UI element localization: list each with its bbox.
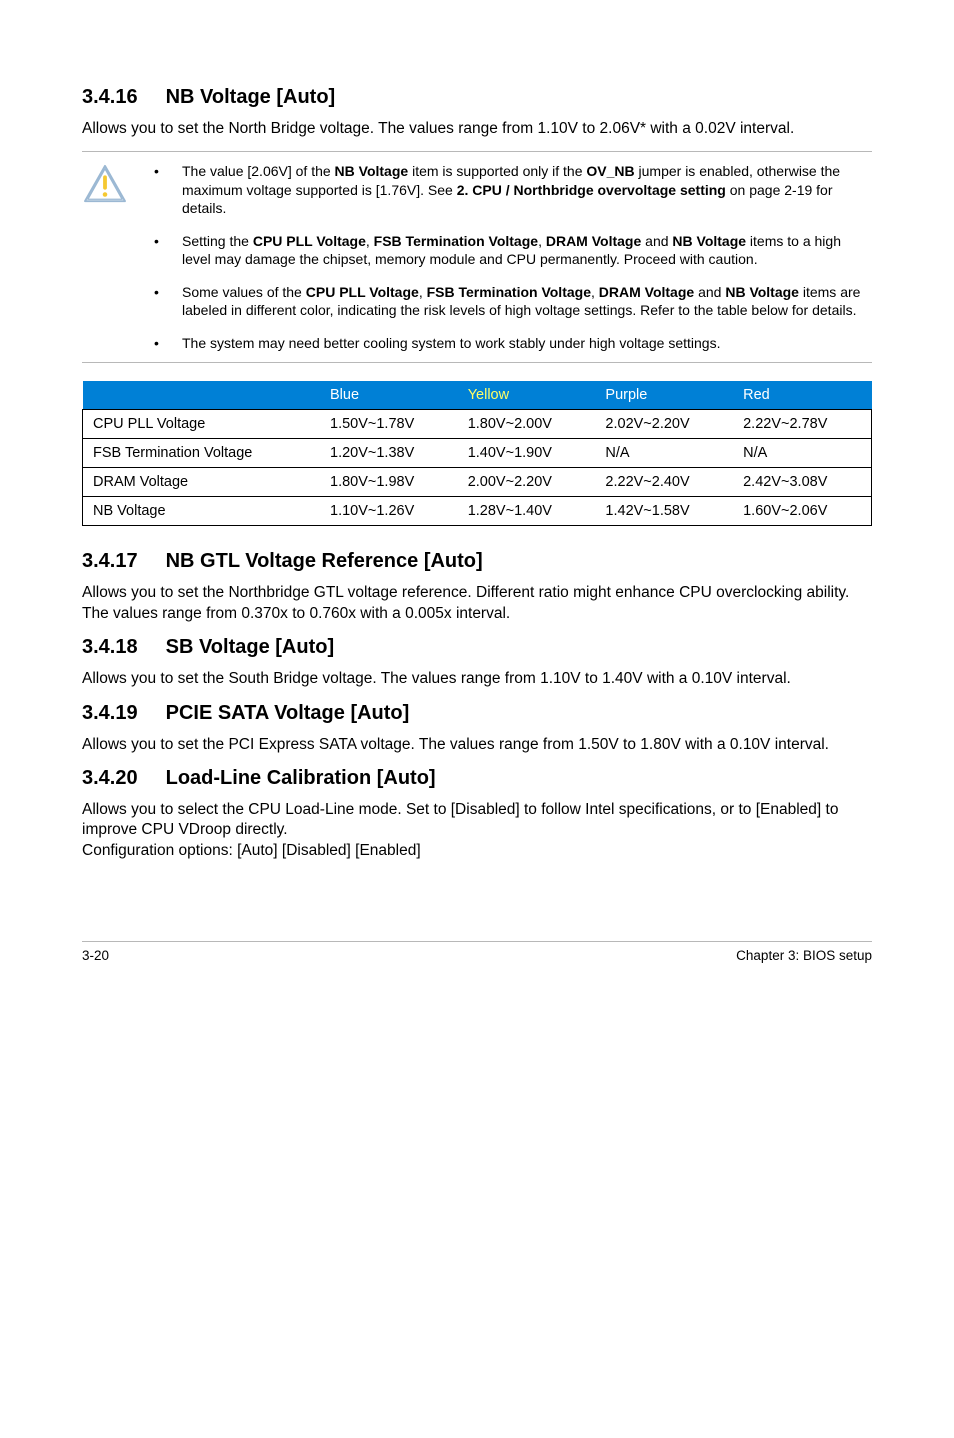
- table-row: NB Voltage 1.10V~1.26V 1.28V~1.40V 1.42V…: [83, 497, 872, 526]
- caution-bullet: • The system may need better cooling sys…: [154, 334, 872, 352]
- table-cell: 1.10V~1.26V: [320, 497, 458, 526]
- section-heading: 3.4.16 NB Voltage [Auto]: [82, 86, 872, 109]
- section-body: Allows you to set the South Bridge volta…: [82, 669, 872, 689]
- bullet-marker: •: [154, 283, 182, 320]
- caution-icon: [82, 162, 154, 352]
- bullet-marker: •: [154, 334, 182, 352]
- caution-bullet: • The value [2.06V] of the NB Voltage it…: [154, 162, 872, 217]
- table-row: CPU PLL Voltage 1.50V~1.78V 1.80V~2.00V …: [83, 410, 872, 439]
- section-heading: 3.4.20 Load-Line Calibration [Auto]: [82, 767, 872, 790]
- table-cell: 1.20V~1.38V: [320, 439, 458, 468]
- section-number: 3.4.18: [82, 636, 138, 659]
- row-label: CPU PLL Voltage: [83, 410, 321, 439]
- bullet-text: Some values of the CPU PLL Voltage, FSB …: [182, 283, 872, 320]
- section-number: 3.4.20: [82, 767, 138, 790]
- table-header: Blue: [320, 381, 458, 410]
- section-title-text: Load-Line Calibration [Auto]: [166, 767, 436, 789]
- table-cell: 2.00V~2.20V: [458, 468, 596, 497]
- table-row: FSB Termination Voltage 1.20V~1.38V 1.40…: [83, 439, 872, 468]
- table-cell: 1.40V~1.90V: [458, 439, 596, 468]
- bullet-marker: •: [154, 162, 182, 217]
- table-header-empty: [83, 381, 321, 410]
- table-cell: 1.28V~1.40V: [458, 497, 596, 526]
- table-header: Yellow: [458, 381, 596, 410]
- table-cell: 1.60V~2.06V: [733, 497, 871, 526]
- section-heading: 3.4.19 PCIE SATA Voltage [Auto]: [82, 702, 872, 725]
- table-cell: N/A: [733, 439, 871, 468]
- section-title-text: PCIE SATA Voltage [Auto]: [166, 702, 410, 724]
- caution-bullet: • Some values of the CPU PLL Voltage, FS…: [154, 283, 872, 320]
- table-cell: 2.22V~2.78V: [733, 410, 871, 439]
- section-body: Allows you to set the PCI Express SATA v…: [82, 735, 872, 755]
- bullet-text: The value [2.06V] of the NB Voltage item…: [182, 162, 872, 217]
- row-label: DRAM Voltage: [83, 468, 321, 497]
- section-body: Allows you to set the North Bridge volta…: [82, 119, 872, 139]
- footer-page-number: 3-20: [82, 948, 109, 963]
- section-title-text: SB Voltage [Auto]: [166, 636, 335, 658]
- section-title-text: NB Voltage [Auto]: [166, 86, 336, 108]
- section-title-text: NB GTL Voltage Reference [Auto]: [166, 550, 483, 572]
- table-cell: N/A: [595, 439, 733, 468]
- bullet-marker: •: [154, 232, 182, 269]
- table-cell: 1.42V~1.58V: [595, 497, 733, 526]
- bullet-text: The system may need better cooling syste…: [182, 334, 872, 352]
- bullet-text: Setting the CPU PLL Voltage, FSB Termina…: [182, 232, 872, 269]
- table-header: Purple: [595, 381, 733, 410]
- footer-chapter-title: Chapter 3: BIOS setup: [736, 948, 872, 963]
- row-label: FSB Termination Voltage: [83, 439, 321, 468]
- row-label: NB Voltage: [83, 497, 321, 526]
- table-header-row: Blue Yellow Purple Red: [83, 381, 872, 410]
- table-row: DRAM Voltage 1.80V~1.98V 2.00V~2.20V 2.2…: [83, 468, 872, 497]
- section-number: 3.4.19: [82, 702, 138, 725]
- table-header: Red: [733, 381, 871, 410]
- document-page: 3.4.16 NB Voltage [Auto] Allows you to se…: [0, 0, 954, 1003]
- caution-bullet-list: • The value [2.06V] of the NB Voltage it…: [154, 162, 872, 352]
- table-cell: 2.22V~2.40V: [595, 468, 733, 497]
- caution-notice: • The value [2.06V] of the NB Voltage it…: [82, 151, 872, 363]
- table-cell: 1.80V~1.98V: [320, 468, 458, 497]
- section-heading: 3.4.17 NB GTL Voltage Reference [Auto]: [82, 550, 872, 573]
- caution-bullet: • Setting the CPU PLL Voltage, FSB Termi…: [154, 232, 872, 269]
- table-cell: 1.80V~2.00V: [458, 410, 596, 439]
- voltage-color-table: Blue Yellow Purple Red CPU PLL Voltage 1…: [82, 381, 872, 526]
- section-number: 3.4.17: [82, 550, 138, 573]
- table-cell: 2.42V~3.08V: [733, 468, 871, 497]
- table-cell: 1.50V~1.78V: [320, 410, 458, 439]
- section-body: Allows you to set the Northbridge GTL vo…: [82, 583, 872, 624]
- page-footer: 3-20 Chapter 3: BIOS setup: [82, 941, 872, 963]
- table-cell: 2.02V~2.20V: [595, 410, 733, 439]
- section-number: 3.4.16: [82, 86, 138, 109]
- section-body: Allows you to select the CPU Load-Line m…: [82, 800, 872, 861]
- section-heading: 3.4.18 SB Voltage [Auto]: [82, 636, 872, 659]
